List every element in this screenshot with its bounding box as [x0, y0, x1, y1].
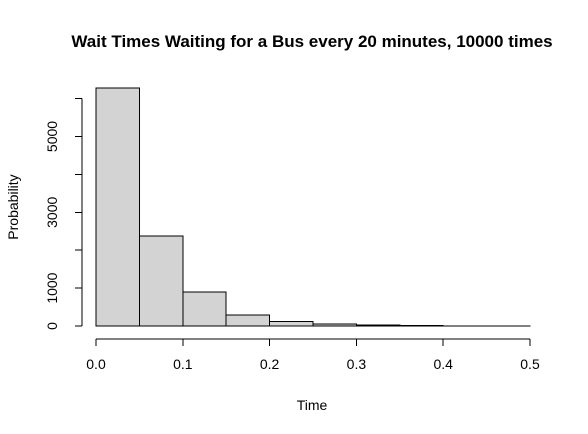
x-tick-label: 0.4 — [433, 356, 453, 372]
histogram-bar — [182, 291, 227, 327]
y-axis-label: Probability — [5, 174, 21, 239]
histogram-bar — [355, 324, 401, 327]
x-tick-label: 0.0 — [86, 356, 106, 372]
y-tick-label: 5000 — [44, 121, 60, 152]
y-tick-label: 1000 — [44, 272, 60, 303]
x-tick-label: 0.2 — [260, 356, 280, 372]
y-tick-label: 0 — [44, 322, 60, 330]
x-tick-label: 0.1 — [173, 356, 193, 372]
histogram-bars — [95, 87, 531, 327]
x-tick-label: 0.3 — [347, 356, 367, 372]
histogram-bar — [312, 323, 357, 327]
chart-title: Wait Times Waiting for a Bus every 20 mi… — [71, 32, 552, 51]
y-tick-label: 3000 — [44, 197, 60, 228]
histogram-bar — [225, 314, 271, 327]
x-axis: 0.0 0.1 0.2 0.3 0.4 0.5 — [86, 338, 540, 372]
y-axis: 0 1000 3000 5000 — [44, 98, 83, 330]
histogram-bar — [269, 321, 314, 327]
x-axis-ticks: 0.0 0.1 0.2 0.3 0.4 0.5 — [86, 339, 540, 372]
y-axis-ticks: 0 1000 3000 5000 — [44, 98, 82, 330]
x-axis-label: Time — [297, 397, 328, 413]
histogram-bar — [138, 235, 184, 327]
x-tick-label: 0.5 — [520, 356, 540, 372]
histogram-bar — [95, 87, 140, 327]
